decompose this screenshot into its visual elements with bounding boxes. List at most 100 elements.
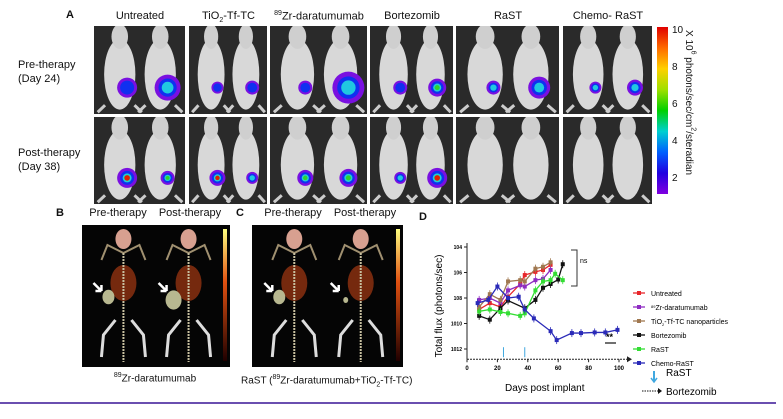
data-point bbox=[518, 283, 523, 288]
colorbar-tick-label: 4 bbox=[672, 136, 678, 147]
column-title: RaST bbox=[493, 10, 523, 22]
arrow-icon bbox=[92, 282, 103, 293]
data-point bbox=[548, 260, 553, 265]
skeleton-icon bbox=[165, 229, 213, 362]
panel-b-title-pre: Pre-therapy bbox=[89, 207, 147, 219]
data-point bbox=[531, 316, 536, 321]
data-point bbox=[477, 304, 482, 309]
x-tick-label: 0 bbox=[465, 366, 469, 372]
y-tick-label: 108 bbox=[454, 296, 463, 302]
data-point bbox=[498, 310, 503, 315]
skeleton-icon bbox=[99, 229, 147, 362]
tumor-marker bbox=[273, 289, 286, 305]
mouse-image-cell bbox=[370, 26, 453, 114]
column-title: Bortezomib bbox=[384, 10, 440, 22]
data-point bbox=[487, 307, 492, 312]
mouse-image-cell bbox=[563, 26, 652, 114]
mouse-image-cell bbox=[94, 26, 185, 114]
mouse-icon bbox=[96, 26, 184, 114]
data-point bbox=[506, 288, 511, 293]
colorbar-tick-label: 10 bbox=[672, 25, 684, 36]
ns-bracket bbox=[571, 249, 578, 287]
tumor-marker bbox=[102, 289, 115, 305]
mouse-icon bbox=[191, 117, 266, 204]
data-point bbox=[592, 330, 597, 335]
data-point bbox=[548, 278, 553, 283]
data-point bbox=[548, 329, 553, 334]
data-point bbox=[533, 288, 538, 293]
data-point bbox=[554, 338, 559, 343]
legend-marker bbox=[637, 305, 641, 309]
data-point bbox=[533, 297, 538, 302]
row-label-line1: Post-therapy bbox=[18, 147, 81, 159]
data-point bbox=[522, 273, 527, 278]
panel-d-label: D bbox=[419, 211, 427, 223]
row-label-line2: (Day 24) bbox=[18, 73, 61, 85]
colorbar bbox=[657, 27, 668, 194]
x-tick-label: 100 bbox=[614, 366, 625, 372]
x-axis-label: Days post implant bbox=[505, 383, 585, 394]
legend-marker bbox=[637, 291, 641, 295]
data-point bbox=[603, 330, 608, 335]
column-title: Chemo- RaST bbox=[572, 10, 644, 22]
panel-c-label: C bbox=[236, 207, 244, 219]
data-point bbox=[553, 271, 558, 276]
data-point bbox=[518, 278, 523, 283]
data-point bbox=[548, 267, 553, 272]
mouse-icon bbox=[372, 26, 452, 114]
tumor-marker bbox=[343, 297, 349, 303]
data-point bbox=[541, 285, 545, 290]
legend-label: Untreated bbox=[651, 291, 682, 298]
data-point bbox=[506, 311, 511, 316]
marker-legend-rast: RaST bbox=[666, 368, 692, 379]
data-point bbox=[569, 331, 574, 336]
legend-label: Chemo-RaST bbox=[651, 361, 695, 368]
mouse-icon bbox=[191, 26, 266, 114]
panel-b-title-post: Post-therapy bbox=[158, 207, 222, 219]
data-point bbox=[615, 327, 620, 332]
x-axis-arrowhead bbox=[627, 356, 632, 363]
data-point bbox=[560, 262, 565, 267]
data-point bbox=[522, 279, 527, 284]
mouse-icon bbox=[96, 117, 184, 204]
data-point bbox=[522, 307, 527, 312]
y-axis-label: Total flux (photons/sec) bbox=[434, 255, 445, 358]
legend-label: TiO2-Tf-TC nanoparticles bbox=[651, 319, 729, 327]
column-title: TiO2-Tf-TC bbox=[202, 10, 255, 25]
data-point bbox=[487, 292, 492, 297]
panel-b-label: B bbox=[56, 207, 64, 219]
data-point bbox=[518, 313, 523, 318]
colorbar-tick-label: 8 bbox=[672, 62, 678, 73]
blue-down-arrow-head-icon bbox=[650, 377, 658, 384]
mouse-icon bbox=[459, 26, 557, 114]
mouse-image-cell bbox=[563, 117, 652, 204]
y-tick-label: 1010 bbox=[451, 322, 462, 328]
tumor-marker bbox=[165, 290, 182, 310]
data-point bbox=[516, 294, 521, 299]
arrow-icon bbox=[263, 282, 274, 293]
row-label-pre-therapy: Pre-therapy (Day 24) bbox=[18, 58, 75, 86]
data-point bbox=[533, 278, 538, 283]
y-tick-label: 104 bbox=[454, 245, 463, 251]
mouse-icon bbox=[272, 117, 366, 204]
column-title: 89Zr-daratumumab bbox=[274, 10, 364, 23]
data-point bbox=[541, 279, 545, 284]
data-point bbox=[506, 279, 511, 284]
panel-c-title-post: Post-therapy bbox=[333, 207, 397, 219]
dotted-right-arrow-head-icon bbox=[658, 388, 662, 394]
panel-c-title-pre: Pre-therapy bbox=[264, 207, 322, 219]
colorbar-tick-label: 6 bbox=[672, 99, 678, 110]
data-point bbox=[579, 331, 583, 336]
y-tick-label: 106 bbox=[454, 271, 463, 277]
legend-label: 89Zr-daratumumab bbox=[651, 304, 708, 312]
mouse-icon bbox=[459, 117, 557, 204]
data-point bbox=[477, 297, 482, 302]
column-title: Untreated bbox=[115, 10, 165, 22]
legend-marker bbox=[637, 347, 641, 351]
mouse-image-cell bbox=[370, 117, 453, 204]
x-tick-label: 60 bbox=[555, 366, 562, 372]
bottom-divider bbox=[0, 402, 776, 404]
mouse-icon bbox=[272, 26, 366, 114]
x-tick-label: 80 bbox=[585, 366, 592, 372]
legend-label: Bortezomib bbox=[651, 333, 687, 340]
